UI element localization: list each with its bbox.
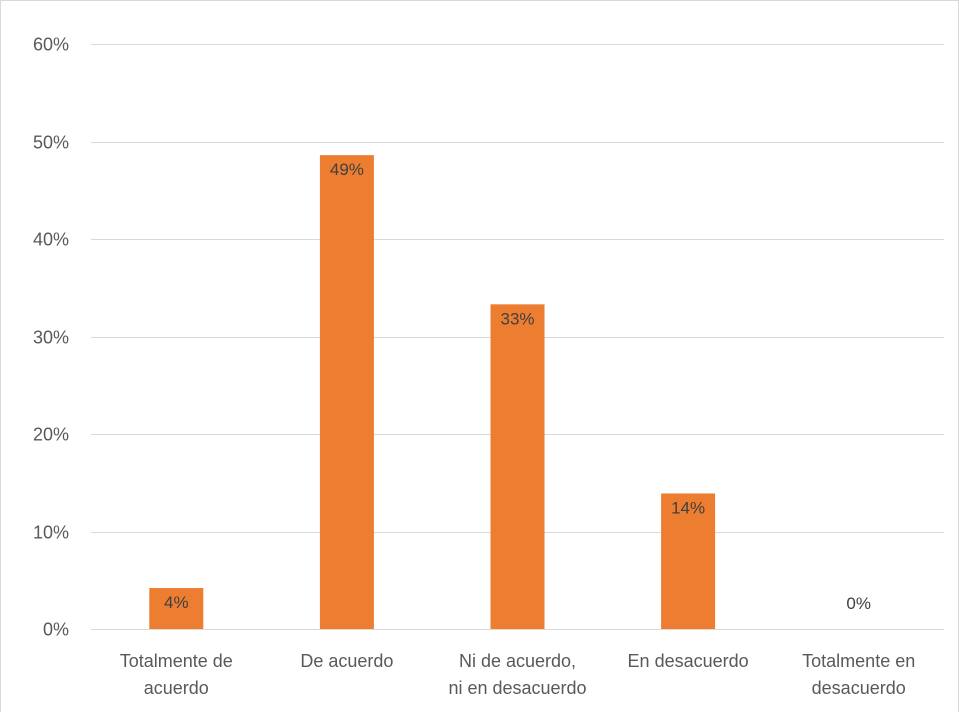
- data-label: 49%: [330, 160, 364, 179]
- y-tick-label: 60%: [33, 35, 69, 55]
- y-tick-label: 0%: [43, 620, 69, 640]
- y-tick-label: 30%: [33, 328, 69, 348]
- y-tick-label: 50%: [33, 133, 69, 153]
- x-category-label: desacuerdo: [812, 678, 906, 698]
- x-category-label: En desacuerdo: [628, 651, 749, 671]
- data-label: 33%: [500, 309, 534, 328]
- x-axis-category-labels: Totalmente de acuerdo De acuerdo Ni de acue…: [120, 651, 915, 698]
- y-tick-label: 20%: [33, 425, 69, 445]
- data-label: 14%: [671, 498, 705, 517]
- data-label: 0%: [846, 594, 871, 613]
- x-category-label: ni en desacuerdo: [448, 678, 586, 698]
- y-tick-label: 10%: [33, 523, 69, 543]
- bars: [149, 155, 716, 629]
- y-axis-tick-labels: 0% 10% 20% 30% 40% 50% 60%: [33, 35, 69, 640]
- x-category-label: De acuerdo: [300, 651, 393, 671]
- bar: [319, 155, 374, 629]
- bar: [490, 304, 545, 629]
- data-labels: 4% 49% 33% 14% 0%: [164, 160, 871, 613]
- x-category-label: Ni de acuerdo,: [459, 651, 576, 671]
- data-label: 4%: [164, 593, 189, 612]
- x-category-label: acuerdo: [144, 678, 209, 698]
- bar: [661, 493, 716, 629]
- bar: [149, 588, 204, 629]
- y-tick-label: 40%: [33, 230, 69, 250]
- x-category-label: Totalmente en: [802, 651, 915, 671]
- x-category-label: Totalmente de: [120, 651, 233, 671]
